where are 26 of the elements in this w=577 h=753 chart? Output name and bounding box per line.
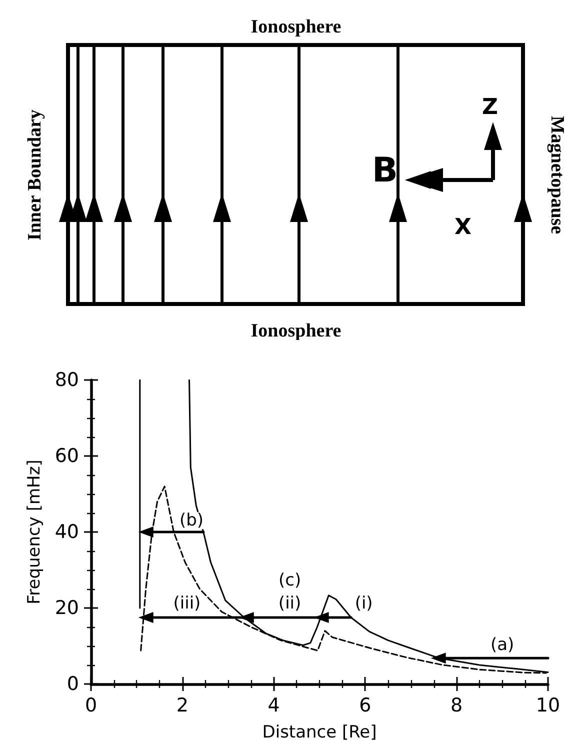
y-tick-label: 60 — [54, 445, 79, 467]
y-tick-label: 0 — [66, 673, 79, 695]
annotation: (c) — [278, 570, 302, 591]
annotation: (b) — [180, 510, 204, 531]
text: B — [372, 150, 398, 190]
x-axis-title: Distance [Re] — [262, 722, 377, 742]
y-axis-title: Frequency [mHz] — [24, 460, 44, 604]
y-tick-label: 40 — [54, 521, 79, 543]
annotation: (ii) — [278, 593, 302, 614]
annotation: (iii) — [173, 593, 201, 614]
text: Z — [482, 95, 498, 120]
x-tick-label: 10 — [536, 694, 560, 716]
text: Inner Boundary — [24, 108, 46, 241]
y-tick-label: 80 — [54, 369, 79, 391]
x-tick-label: 2 — [176, 694, 188, 716]
text: Ionosphere — [250, 16, 342, 38]
annotation: (a) — [490, 635, 514, 656]
y-tick-label: 20 — [54, 597, 79, 619]
annotation: (i) — [354, 593, 373, 614]
text: Magnetopause — [546, 116, 568, 234]
x-tick-label: 4 — [268, 694, 280, 716]
text: X — [454, 215, 472, 240]
x-tick-label: 0 — [84, 694, 98, 716]
x-tick-label: 6 — [359, 694, 372, 716]
text: Ionosphere — [250, 320, 342, 342]
x-tick-label: 8 — [450, 694, 463, 716]
